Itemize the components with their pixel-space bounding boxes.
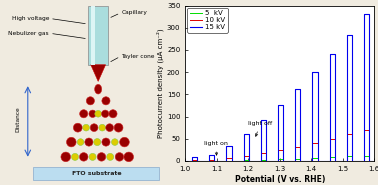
Circle shape [107,153,114,160]
Circle shape [67,137,76,147]
X-axis label: Potential (V vs. RHE): Potential (V vs. RHE) [234,175,325,184]
10 kV [362,129,366,131]
Circle shape [77,139,84,145]
10 kV [362,160,366,162]
5  kV [269,160,273,162]
Circle shape [112,139,118,145]
Line: 15 kV: 15 kV [185,14,374,161]
15 kV [276,104,280,107]
Legend: 5  kV, 10 kV, 15 kV: 5 kV, 10 kV, 15 kV [187,8,228,33]
Circle shape [95,110,102,117]
10 kV [242,160,246,162]
15 kV [372,160,376,162]
Text: Nebulizer gas: Nebulizer gas [8,31,49,36]
5  kV [367,160,371,162]
Text: High voltage: High voltage [12,16,49,21]
Text: FTO substrate: FTO substrate [71,171,121,176]
5  kV [372,160,376,162]
10 kV [276,149,280,151]
Circle shape [90,124,98,132]
Bar [88,6,108,65]
Circle shape [97,153,106,161]
15 kV [269,160,273,162]
Text: Distance: Distance [15,106,20,132]
Bar [91,6,95,65]
Bar [33,166,159,180]
Circle shape [102,110,109,117]
Circle shape [109,110,117,118]
15 kV [362,160,366,162]
Circle shape [94,139,101,146]
Text: Tayler cone: Tayler cone [121,54,155,59]
5  kV [315,160,320,162]
Circle shape [79,153,88,161]
10 kV [367,160,371,162]
15 kV [242,160,246,162]
Circle shape [71,153,79,160]
10 kV [183,160,187,162]
Line: 10 kV: 10 kV [185,130,374,161]
15 kV [362,13,366,16]
Circle shape [99,124,105,131]
Line: 5  kV: 5 kV [185,156,374,161]
Circle shape [83,124,90,131]
Polygon shape [91,65,105,81]
10 kV [269,160,273,162]
Circle shape [120,137,129,147]
5  kV [362,154,366,157]
Circle shape [102,138,110,146]
15 kV [183,160,187,162]
Circle shape [85,138,93,146]
10 kV [315,160,320,162]
Circle shape [61,152,71,162]
5  kV [183,160,187,162]
Circle shape [86,97,94,105]
Circle shape [115,153,124,161]
Y-axis label: Photocurrent density (μA cm⁻²): Photocurrent density (μA cm⁻²) [156,28,164,138]
Circle shape [106,124,113,132]
Circle shape [114,123,123,132]
Ellipse shape [94,84,102,94]
Text: light off: light off [248,121,272,136]
Circle shape [80,110,88,118]
Circle shape [124,152,133,162]
Circle shape [89,153,96,160]
Circle shape [73,123,82,132]
5  kV [276,158,280,160]
5  kV [362,160,366,162]
15 kV [315,160,320,162]
15 kV [367,160,371,162]
Circle shape [89,110,96,117]
Circle shape [102,97,110,105]
Text: light on: light on [204,141,228,155]
5  kV [242,160,246,162]
Text: Capillary: Capillary [121,10,147,16]
10 kV [372,160,376,162]
